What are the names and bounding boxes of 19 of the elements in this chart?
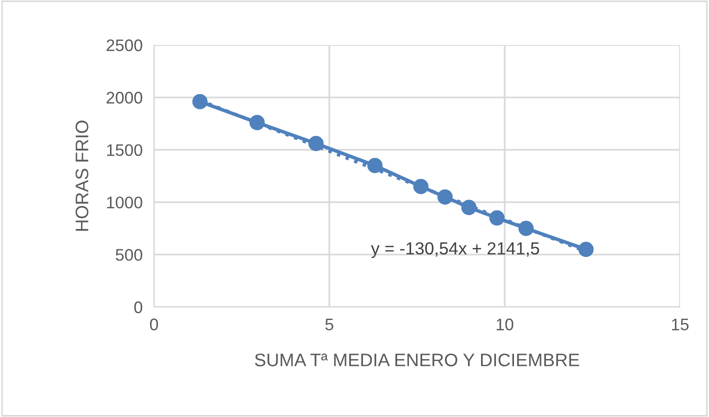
y-tick-label: 2500 [106,39,142,52]
point [308,136,324,152]
point [367,158,383,174]
x-tick-label: 0 [150,318,158,330]
y-tick-label: 1500 [107,144,142,156]
y-tick-label: 1000 [107,196,142,208]
point [461,200,477,216]
x-tick-label: 15 [672,318,689,330]
y-axis-title: HORAS FRIO [76,120,88,231]
point [518,220,534,236]
x-tick-label: 10 [496,318,514,330]
y-tick-label: 2000 [106,92,142,104]
annotation: y = -130,54x + 2141,5 [370,242,540,258]
y-tick-label: 0 [134,301,142,314]
x-tick-label: 5 [325,318,334,330]
y-tick-label: 500 [116,249,142,261]
point [192,94,208,110]
x-axis-title: SUMA Tª MEDIA ENERO Y DICIEMBRE [254,354,580,366]
point [578,242,594,257]
